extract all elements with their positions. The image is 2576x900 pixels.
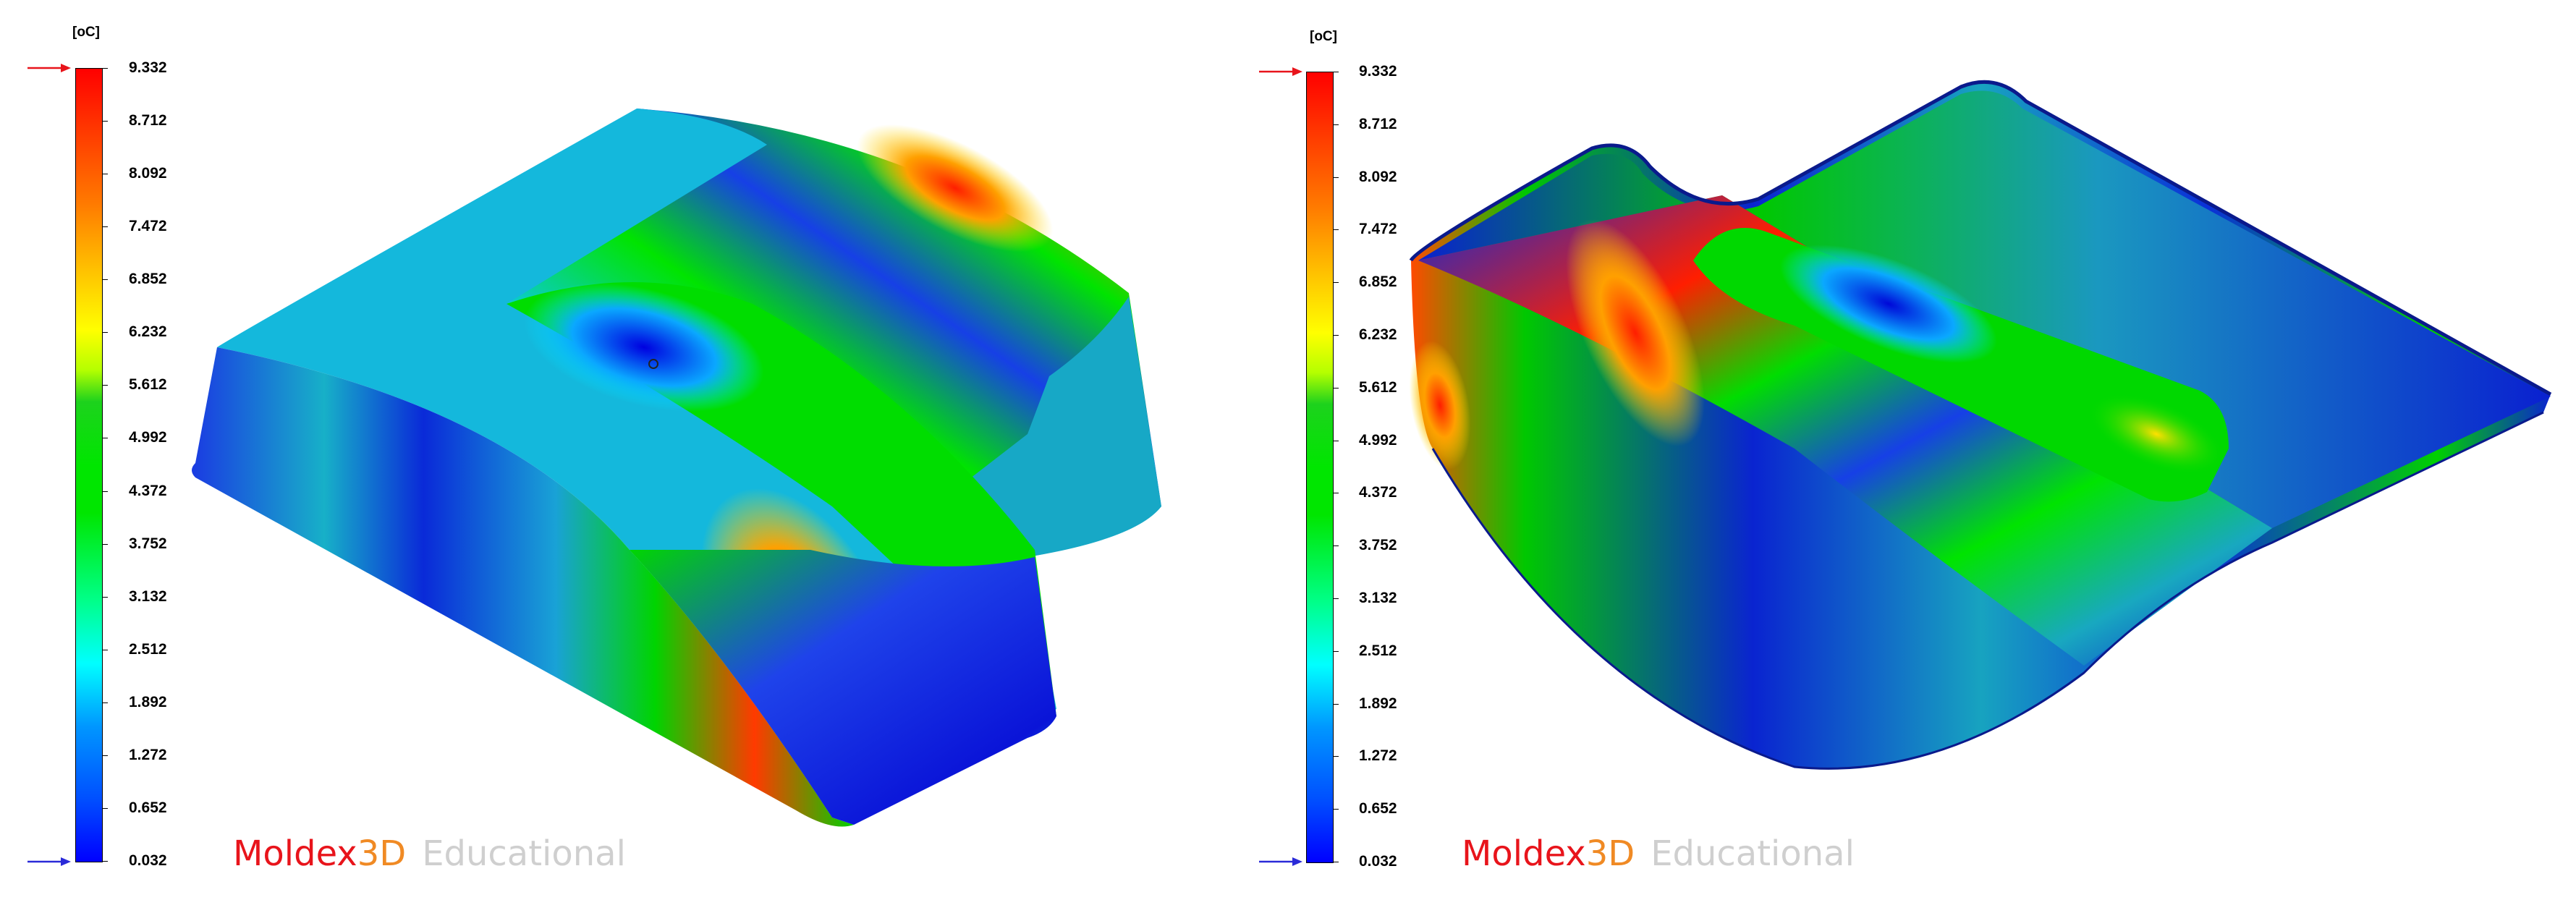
colorbar-tick-label: 3.752 [1359, 537, 1397, 554]
colorbar-tick-label: 4.372 [1359, 484, 1397, 501]
colorbar-tick-mark [102, 491, 108, 492]
temperature-colorbar [75, 68, 103, 862]
colorbar-tick-mark [1333, 335, 1339, 336]
colorbar-tick-label: 0.652 [1359, 800, 1397, 818]
colorbar-tick-mark [102, 543, 108, 545]
colorbar-tick-label: 5.612 [129, 376, 167, 394]
min-arrow-icon [27, 857, 71, 866]
colorbar-tick-label: 0.652 [129, 799, 167, 816]
temperature-colorbar [1306, 72, 1334, 863]
colorbar-tick-label: 3.132 [1359, 590, 1397, 606]
colorbar-tick-mark [1333, 756, 1339, 757]
part-model-right [1409, 80, 2552, 770]
colorbar-tick-mark [102, 279, 108, 281]
moldex3d-logo: Moldex3D Educational [233, 833, 626, 874]
colorbar-tick-label: 6.852 [1359, 273, 1397, 291]
colorbar-tick-mark [1333, 177, 1339, 178]
colorbar-tick-label: 6.852 [129, 271, 167, 288]
colorbar-tick-label: 8.092 [1359, 168, 1397, 185]
colorbar-tick-mark [102, 121, 108, 122]
colorbar-tick-label: 9.332 [1359, 63, 1397, 80]
colorbar-tick-mark [102, 702, 108, 703]
colorbar-tick-mark [102, 226, 108, 228]
colorbar-tick-label: 6.232 [1359, 326, 1397, 343]
colorbar-tick-label: 5.612 [1359, 378, 1397, 396]
part-model-left [192, 109, 1161, 827]
colorbar-tick-label: 2.512 [1359, 642, 1397, 659]
colorbar-tick-label: 0.032 [129, 852, 167, 869]
colorbar-tick-label: 6.232 [129, 323, 167, 341]
colorbar-tick-mark [1333, 545, 1339, 547]
colorbar-tick-label: 2.512 [129, 640, 167, 658]
colorbar-tick-label: 7.472 [129, 218, 167, 235]
colorbar-tick-label: 1.272 [1359, 747, 1397, 765]
colorbar-tick-label: 8.712 [129, 112, 167, 130]
colorbar-tick-label: 3.132 [129, 587, 167, 605]
colorbar-tick-mark [1333, 387, 1339, 389]
colorbar-tick-mark [102, 755, 108, 756]
max-arrow-icon [27, 64, 71, 72]
right-result-view: [oC] [1259, 0, 2576, 900]
colorbar-tick-label: 4.992 [129, 429, 167, 446]
colorbar-tick-label: 8.712 [1359, 115, 1397, 132]
colorbar-tick-mark [1333, 598, 1339, 599]
colorbar-tick-label: 1.892 [129, 693, 167, 710]
colorbar-tick-mark [1333, 124, 1339, 125]
colorbar-tick-label: 4.992 [1359, 431, 1397, 449]
colorbar-tick-mark [102, 861, 108, 862]
colorbar-tick-label: 9.332 [129, 59, 167, 76]
max-arrow-icon [1259, 67, 1302, 76]
colorbar-tick-label: 1.272 [129, 746, 167, 763]
colorbar-tick-mark [102, 596, 108, 598]
moldex3d-logo: Moldex3D Educational [1462, 833, 1855, 874]
legend-unit-label: [oC] [72, 25, 100, 40]
colorbar-tick-mark [1333, 809, 1339, 810]
colorbar-tick-mark [1333, 650, 1339, 652]
colorbar-tick-mark [102, 332, 108, 334]
colorbar-tick-mark [102, 807, 108, 809]
min-arrow-icon [1259, 857, 1302, 866]
colorbar-tick-label: 0.032 [1359, 853, 1397, 870]
legend-unit-label: [oC] [1310, 29, 1337, 44]
colorbar-tick-label: 3.752 [129, 535, 167, 552]
colorbar-tick-mark [1333, 703, 1339, 705]
colorbar-tick-label: 8.092 [129, 165, 167, 182]
colorbar-tick-mark [1333, 282, 1339, 284]
colorbar-tick-mark [102, 385, 108, 386]
left-result-view: [oC] [27, 25, 1161, 874]
colorbar-tick-mark [1333, 229, 1339, 231]
colorbar-tick-label: 7.472 [1359, 221, 1397, 238]
colorbar-tick-mark [102, 68, 108, 69]
colorbar-tick-label: 1.892 [1359, 695, 1397, 712]
colorbar-tick-label: 4.372 [129, 482, 167, 499]
